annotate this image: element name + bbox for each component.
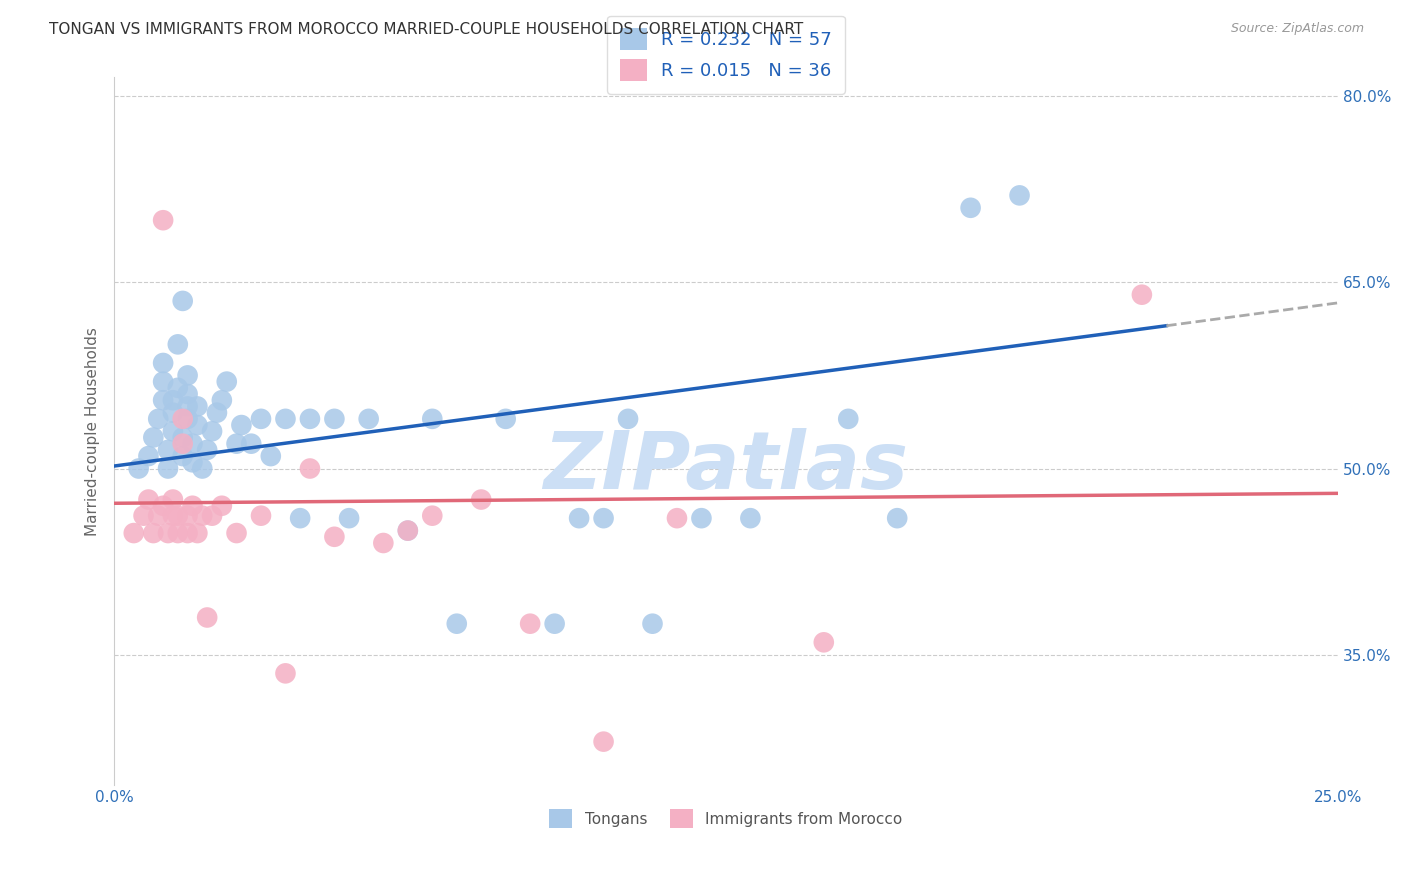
Point xyxy=(298,412,321,426)
Point xyxy=(157,526,180,541)
Point xyxy=(128,461,150,475)
Y-axis label: Married-couple Households: Married-couple Households xyxy=(86,326,100,536)
Point xyxy=(446,616,468,631)
Point xyxy=(1130,287,1153,301)
Point xyxy=(201,424,224,438)
Point xyxy=(176,387,198,401)
Point xyxy=(157,461,180,475)
Point xyxy=(250,508,273,523)
Point xyxy=(396,524,419,538)
Point xyxy=(420,508,443,523)
Point xyxy=(665,511,688,525)
Point xyxy=(186,418,208,433)
Point xyxy=(162,492,184,507)
Point xyxy=(1008,188,1031,202)
Point xyxy=(148,508,170,523)
Text: ZIPatlas: ZIPatlas xyxy=(543,427,908,506)
Point xyxy=(148,412,170,426)
Point xyxy=(250,412,273,426)
Point xyxy=(886,511,908,525)
Point xyxy=(172,436,194,450)
Point xyxy=(260,449,283,463)
Point xyxy=(191,461,214,475)
Point xyxy=(592,511,614,525)
Point xyxy=(211,499,233,513)
Point xyxy=(181,499,204,513)
Point xyxy=(420,412,443,426)
Point xyxy=(166,381,188,395)
Text: Source: ZipAtlas.com: Source: ZipAtlas.com xyxy=(1230,22,1364,36)
Point xyxy=(215,375,238,389)
Point xyxy=(274,412,297,426)
Point xyxy=(195,610,218,624)
Point xyxy=(959,201,981,215)
Point xyxy=(172,412,194,426)
Point xyxy=(837,412,859,426)
Point xyxy=(172,293,194,308)
Point xyxy=(470,492,492,507)
Point xyxy=(152,356,174,370)
Point xyxy=(181,455,204,469)
Point xyxy=(592,734,614,748)
Point xyxy=(142,430,165,444)
Point xyxy=(205,406,228,420)
Point xyxy=(195,442,218,457)
Point xyxy=(152,213,174,227)
Point xyxy=(186,526,208,541)
Point xyxy=(274,666,297,681)
Point xyxy=(157,442,180,457)
Point xyxy=(225,526,247,541)
Point xyxy=(240,436,263,450)
Point xyxy=(142,526,165,541)
Point xyxy=(288,511,311,525)
Point xyxy=(172,430,194,444)
Point xyxy=(186,400,208,414)
Point xyxy=(122,526,145,541)
Point xyxy=(162,508,184,523)
Point xyxy=(166,526,188,541)
Point xyxy=(543,616,565,631)
Point xyxy=(152,499,174,513)
Point xyxy=(298,461,321,475)
Point xyxy=(152,393,174,408)
Point xyxy=(162,393,184,408)
Point xyxy=(191,508,214,523)
Point xyxy=(323,530,346,544)
Point xyxy=(176,400,198,414)
Point xyxy=(813,635,835,649)
Point xyxy=(617,412,640,426)
Point xyxy=(172,449,194,463)
Point xyxy=(176,412,198,426)
Point xyxy=(211,393,233,408)
Point xyxy=(323,412,346,426)
Point xyxy=(519,616,541,631)
Point xyxy=(641,616,664,631)
Point xyxy=(176,508,198,523)
Legend: Tongans, Immigrants from Morocco: Tongans, Immigrants from Morocco xyxy=(543,803,908,834)
Point xyxy=(337,511,360,525)
Point xyxy=(495,412,517,426)
Point xyxy=(740,511,762,525)
Point xyxy=(162,424,184,438)
Point xyxy=(568,511,591,525)
Point xyxy=(138,449,160,463)
Point xyxy=(181,436,204,450)
Point xyxy=(138,492,160,507)
Point xyxy=(176,526,198,541)
Point xyxy=(357,412,380,426)
Point xyxy=(166,508,188,523)
Point xyxy=(162,406,184,420)
Point xyxy=(225,436,247,450)
Point xyxy=(690,511,713,525)
Point xyxy=(176,368,198,383)
Text: TONGAN VS IMMIGRANTS FROM MOROCCO MARRIED-COUPLE HOUSEHOLDS CORRELATION CHART: TONGAN VS IMMIGRANTS FROM MOROCCO MARRIE… xyxy=(49,22,803,37)
Point xyxy=(152,375,174,389)
Point xyxy=(201,508,224,523)
Point xyxy=(166,337,188,351)
Point xyxy=(373,536,395,550)
Point xyxy=(396,524,419,538)
Point xyxy=(132,508,155,523)
Point xyxy=(231,418,253,433)
